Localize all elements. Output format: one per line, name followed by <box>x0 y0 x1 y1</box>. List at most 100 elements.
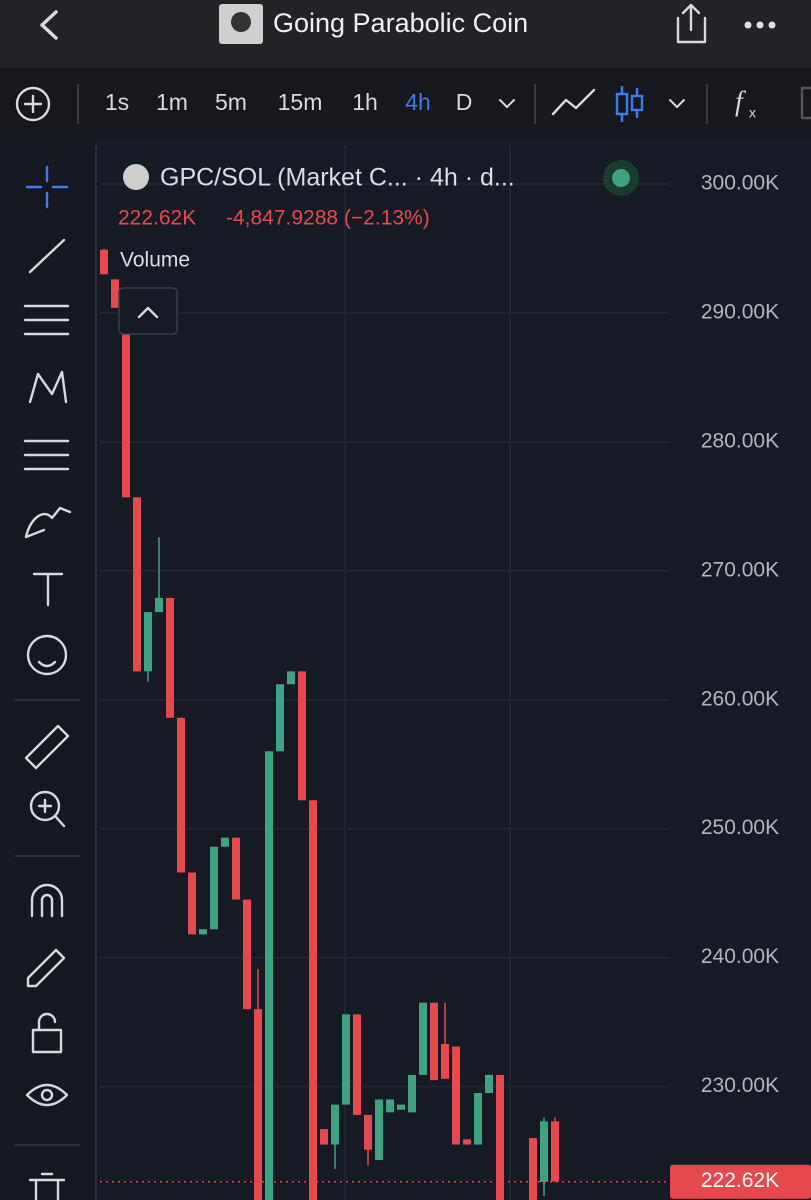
y-tick-label: 260.00K <box>701 687 779 710</box>
y-tick-label: 230.00K <box>701 1074 779 1097</box>
delete-tool[interactable] <box>28 1172 66 1200</box>
candle-body <box>210 846 218 930</box>
text-tool[interactable] <box>32 572 64 607</box>
ruler-tool[interactable] <box>24 724 70 770</box>
candle-body <box>221 837 229 847</box>
candle-body <box>441 1043 449 1079</box>
candle-body <box>265 751 273 1200</box>
toolbar <box>0 68 811 140</box>
study-label: Volume <box>120 249 190 272</box>
candle-body <box>232 837 240 900</box>
interval-button[interactable]: 1m <box>156 89 188 115</box>
line-chart-button[interactable] <box>551 88 596 116</box>
zoom-plus <box>37 798 66 828</box>
interval-button[interactable]: 4h <box>405 89 431 115</box>
candle-body <box>485 1074 493 1093</box>
emoji-smile <box>37 660 57 668</box>
candle-body <box>430 1002 438 1081</box>
emoji-tool[interactable] <box>26 634 68 676</box>
last-price-label: 222.62K <box>701 1169 779 1192</box>
unlock-shackle <box>37 1012 57 1032</box>
avatar-figure <box>231 12 251 32</box>
more-button[interactable] <box>744 21 776 29</box>
y-tick-label: 240.00K <box>701 945 779 968</box>
header-title: Going Parabolic Coin <box>273 8 528 38</box>
visibility-tool[interactable] <box>25 1083 69 1107</box>
candle-body <box>529 1138 537 1200</box>
candle-body <box>166 597 174 718</box>
eye-pupil <box>40 1088 54 1102</box>
indicators-button[interactable]: f <box>735 86 746 117</box>
candle-body <box>309 800 317 1200</box>
candle-chart-button[interactable] <box>615 86 644 122</box>
back-button[interactable] <box>40 10 58 40</box>
candle-body <box>298 671 306 801</box>
candle-body <box>408 1074 416 1113</box>
grid <box>100 183 670 1088</box>
candle-body <box>397 1104 405 1110</box>
candle-body <box>243 899 251 1010</box>
candle-body <box>452 1046 460 1145</box>
interval-button[interactable]: D <box>456 89 473 115</box>
candle-body <box>331 1104 339 1145</box>
symbol-label: GPC/SOL (Market C... · 4h · d... <box>160 164 515 192</box>
candle-body <box>320 1129 328 1145</box>
interval-button[interactable]: 1s <box>105 89 129 115</box>
zoom-tool[interactable] <box>29 790 61 822</box>
candle-body <box>386 1099 394 1113</box>
pattern-tool[interactable] <box>28 370 68 404</box>
header-bar <box>0 0 811 68</box>
candle-body <box>100 249 108 275</box>
candle-body <box>474 1092 482 1145</box>
unlock-tool[interactable] <box>31 1028 63 1054</box>
y-tick-label: 280.00K <box>701 429 779 452</box>
candle-body <box>111 279 119 308</box>
candle-body <box>254 1009 262 1200</box>
candle-body <box>188 872 196 935</box>
y-tick-label: 250.00K <box>701 816 779 839</box>
candles <box>100 248 559 1200</box>
share-button[interactable] <box>676 3 707 44</box>
candle-body <box>287 671 295 685</box>
trend-line-tool[interactable] <box>28 238 66 274</box>
interval-dropdown[interactable] <box>499 99 515 108</box>
legend-price: 222.62K <box>118 207 196 230</box>
interval-button[interactable]: 15m <box>278 89 323 115</box>
more-tools[interactable] <box>800 86 811 120</box>
interval-group: 1s 1m 5m 15m 1h 4h D <box>105 89 472 115</box>
candle-body <box>551 1121 559 1182</box>
status-dot <box>612 169 630 187</box>
y-tick-label: 290.00K <box>701 300 779 323</box>
candle-body <box>177 717 185 873</box>
candle-body <box>122 294 130 498</box>
collapse-button[interactable] <box>118 287 178 335</box>
interval-button[interactable]: 1h <box>352 89 378 115</box>
magnet-tool[interactable] <box>30 883 64 918</box>
interval-button[interactable]: 5m <box>215 89 247 115</box>
lock-drawing-tool[interactable] <box>26 948 66 988</box>
fib-tool[interactable] <box>23 304 70 336</box>
crosshair-tool[interactable] <box>25 165 69 209</box>
chart-type-dropdown[interactable] <box>669 99 685 108</box>
candle-body <box>133 497 141 672</box>
last-price-tag <box>670 1164 811 1199</box>
add-button[interactable] <box>15 86 51 122</box>
y-tick-label: 270.00K <box>701 558 779 581</box>
candle-body <box>375 1099 383 1161</box>
candle-body <box>540 1121 548 1182</box>
symbol-avatar <box>123 164 149 190</box>
legend-change: -4,847.9288 (−2.13%) <box>226 207 430 230</box>
candle-body <box>342 1014 350 1105</box>
candle-body <box>364 1114 372 1150</box>
candle-body <box>353 1014 361 1115</box>
brush-tool[interactable] <box>24 506 72 539</box>
plot-background <box>100 145 811 1200</box>
candle-body <box>463 1139 471 1145</box>
candle-body <box>144 612 152 672</box>
candle-body <box>496 1074 504 1200</box>
projection-tool[interactable] <box>23 439 70 471</box>
candle-body <box>199 929 207 935</box>
candle-body <box>419 1002 427 1075</box>
